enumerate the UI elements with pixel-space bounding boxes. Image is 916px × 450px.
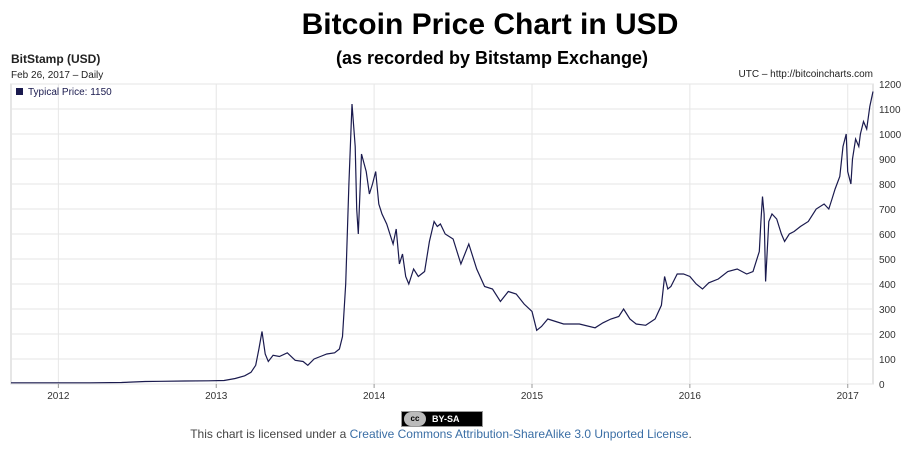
y-tick-label: 500: [879, 255, 896, 266]
legend-swatch: [16, 88, 23, 95]
y-tick-label: 300: [879, 305, 896, 316]
license-note: This chart is licensed under a Creative …: [0, 427, 882, 441]
x-tick-label: 2016: [679, 391, 702, 402]
y-tick-label: 0: [879, 380, 885, 391]
y-tick-label: 100: [879, 355, 896, 366]
y-tick-label: 900: [879, 155, 896, 166]
y-tick-label: 1000: [879, 130, 902, 141]
x-tick-label: 2012: [47, 391, 70, 402]
credit-label: UTC – http://bitcoincharts.com: [738, 69, 874, 80]
chart-subtitle: (as recorded by Bitstamp Exchange): [335, 48, 649, 68]
x-tick-label: 2017: [837, 391, 860, 402]
license-link[interactable]: Creative Commons Attribution-ShareAlike …: [349, 427, 689, 441]
y-tick-label: 1200: [879, 80, 902, 91]
price-chart: 2012 2013 2014 2015 2016 2017 0 100 200 300 400 50…: [10, 80, 902, 402]
y-tick-label: 700: [879, 205, 896, 216]
chart-title: Bitcoin Price Chart in USD: [301, 8, 679, 41]
gridlines: [11, 83, 873, 385]
price-line: [11, 91, 874, 384]
y-tick-label: 200: [879, 330, 896, 341]
x-tick-label: 2013: [205, 391, 228, 402]
legend-label: Typical Price: 1150: [28, 87, 112, 98]
y-tick-label: 600: [879, 230, 896, 241]
x-tick-label: 2015: [521, 391, 544, 402]
y-tick-label: 1100: [879, 105, 901, 116]
source-label: BitStamp (USD): [11, 52, 101, 66]
license-suffix: .: [688, 427, 692, 441]
y-axis: 0 100 200 300 400 500 600 700 800 900 1000 1100 1200: [879, 80, 902, 391]
license-prefix: This chart is licensed under a: [190, 427, 350, 441]
y-tick-label: 400: [879, 280, 896, 291]
cc-icon: cc: [404, 412, 426, 426]
cc-by-sa-label: BY-SA: [432, 414, 460, 424]
legend: Typical Price: 1150: [16, 87, 112, 98]
cc-license-badge[interactable]: cc BY-SA: [401, 411, 483, 427]
x-tick-label: 2014: [363, 391, 386, 402]
x-axis: 2012 2013 2014 2015 2016 2017: [47, 384, 859, 402]
date-label: Feb 26, 2017 – Daily: [11, 70, 104, 81]
y-tick-label: 800: [879, 180, 896, 191]
